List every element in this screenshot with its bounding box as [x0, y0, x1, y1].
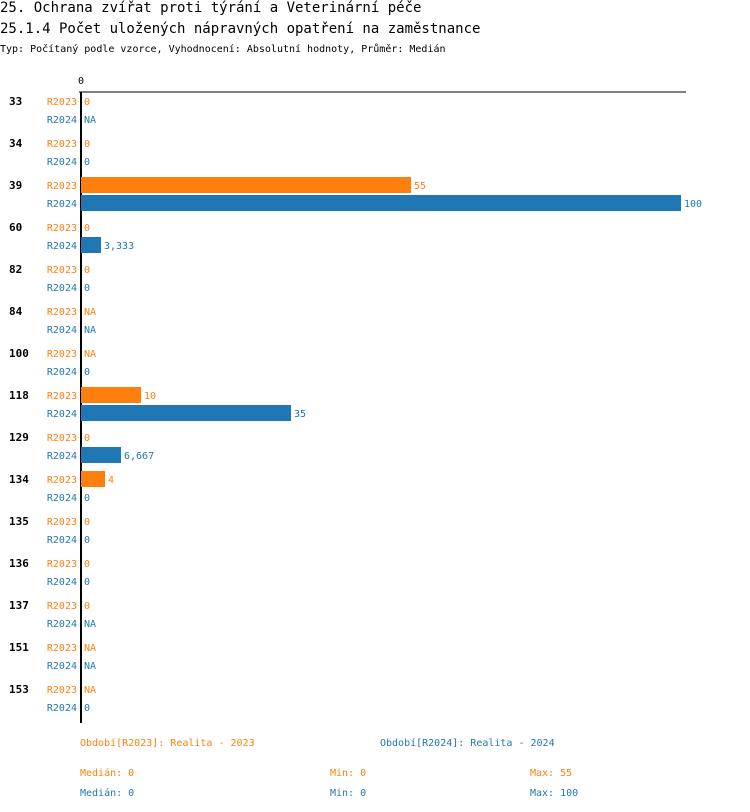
- data-label: NA: [84, 643, 96, 654]
- bar: [81, 387, 141, 403]
- stat-max-r2023: Max: 55: [530, 768, 573, 779]
- series-label: R2024: [47, 619, 77, 630]
- series-label: R2023: [47, 517, 77, 528]
- series-label: R2024: [47, 115, 77, 126]
- series-label: R2023: [47, 97, 77, 108]
- series-label: R2024: [47, 535, 77, 546]
- data-label: 0: [84, 577, 90, 588]
- data-label: 0: [84, 517, 90, 528]
- series-label: R2024: [47, 409, 77, 420]
- stat-min-r2024: Min: 0: [330, 788, 367, 799]
- category-label: 135: [9, 515, 29, 528]
- series-label: R2023: [47, 601, 77, 612]
- data-label: NA: [84, 325, 96, 336]
- series-label: R2023: [47, 433, 77, 444]
- data-label: 0: [84, 601, 90, 612]
- data-label: 55: [414, 181, 426, 192]
- data-label: NA: [84, 619, 96, 630]
- series-label: R2024: [47, 367, 77, 378]
- data-label: 0: [84, 139, 90, 150]
- series-label: R2024: [47, 199, 77, 210]
- category-label: 39: [9, 179, 22, 192]
- category-label: 84: [9, 305, 23, 318]
- series-label: R2023: [47, 475, 77, 486]
- data-label: 35: [294, 409, 306, 420]
- category-label: 129: [9, 431, 29, 444]
- category-label: 100: [9, 347, 29, 360]
- data-label: 6,667: [124, 451, 154, 462]
- chart-meta: Typ: Počítaný podle vzorce, Vyhodnocení:…: [0, 44, 446, 55]
- stat-max-r2024: Max: 100: [530, 788, 579, 799]
- data-label: 10: [144, 391, 156, 402]
- series-label: R2023: [47, 685, 77, 696]
- data-label: NA: [84, 685, 96, 696]
- data-label: 0: [84, 97, 90, 108]
- data-label: 0: [84, 283, 90, 294]
- legend-r2024: Období[R2024]: Realita - 2024: [380, 738, 555, 749]
- data-label: 0: [84, 703, 90, 714]
- series-label: R2023: [47, 559, 77, 570]
- series-label: R2023: [47, 265, 77, 276]
- stat-median-r2024: Medián: 0: [80, 788, 135, 799]
- data-label: 0: [84, 265, 90, 276]
- series-label: R2023: [47, 139, 77, 150]
- stat-median-r2023: Medián: 0: [80, 768, 135, 779]
- series-label: R2024: [47, 703, 77, 714]
- data-label: 3,333: [104, 241, 134, 252]
- series-label: R2024: [47, 661, 77, 672]
- series-label: R2023: [47, 391, 77, 402]
- category-label: 134: [9, 473, 29, 486]
- bar: [81, 195, 681, 211]
- category-label: 137: [9, 599, 29, 612]
- category-label: 153: [9, 683, 29, 696]
- series-label: R2024: [47, 325, 77, 336]
- data-label: 0: [84, 223, 90, 234]
- chart-title: 25. Ochrana zvířat proti týrání a Veteri…: [0, 0, 422, 16]
- data-label: 0: [84, 535, 90, 546]
- bar: [81, 237, 101, 253]
- bar: [81, 177, 411, 193]
- data-label: 0: [84, 493, 90, 504]
- category-label: 34: [9, 137, 23, 150]
- series-label: R2023: [47, 643, 77, 654]
- data-label: NA: [84, 661, 96, 672]
- data-label: 0: [84, 433, 90, 444]
- stat-min-r2023: Min: 0: [330, 768, 367, 779]
- data-label: 100: [684, 199, 702, 210]
- series-label: R2024: [47, 283, 77, 294]
- series-label: R2024: [47, 157, 77, 168]
- data-label: NA: [84, 349, 96, 360]
- category-label: 118: [9, 389, 29, 402]
- category-label: 151: [9, 641, 29, 654]
- series-label: R2024: [47, 577, 77, 588]
- series-label: R2024: [47, 241, 77, 252]
- category-label: 33: [9, 95, 22, 108]
- bar: [81, 405, 291, 421]
- category-label: 82: [9, 263, 22, 276]
- data-label: 4: [108, 475, 114, 486]
- series-label: R2024: [47, 493, 77, 504]
- data-label: 0: [84, 367, 90, 378]
- bar: [81, 447, 122, 463]
- data-label: 0: [84, 559, 90, 570]
- category-label: 60: [9, 221, 22, 234]
- category-label: 136: [9, 557, 29, 570]
- series-label: R2023: [47, 349, 77, 360]
- series-label: R2023: [47, 223, 77, 234]
- series-label: R2023: [47, 307, 77, 318]
- series-label: R2024: [47, 451, 77, 462]
- data-label: NA: [84, 307, 96, 318]
- bar: [81, 471, 105, 487]
- axis-zero-label: 0: [78, 76, 84, 87]
- data-label: 0: [84, 157, 90, 168]
- chart-subtitle: 25.1.4 Počet uložených nápravných opatře…: [0, 21, 481, 37]
- data-label: NA: [84, 115, 96, 126]
- legend-r2023: Období[R2023]: Realita - 2023: [80, 738, 255, 749]
- series-label: R2023: [47, 181, 77, 192]
